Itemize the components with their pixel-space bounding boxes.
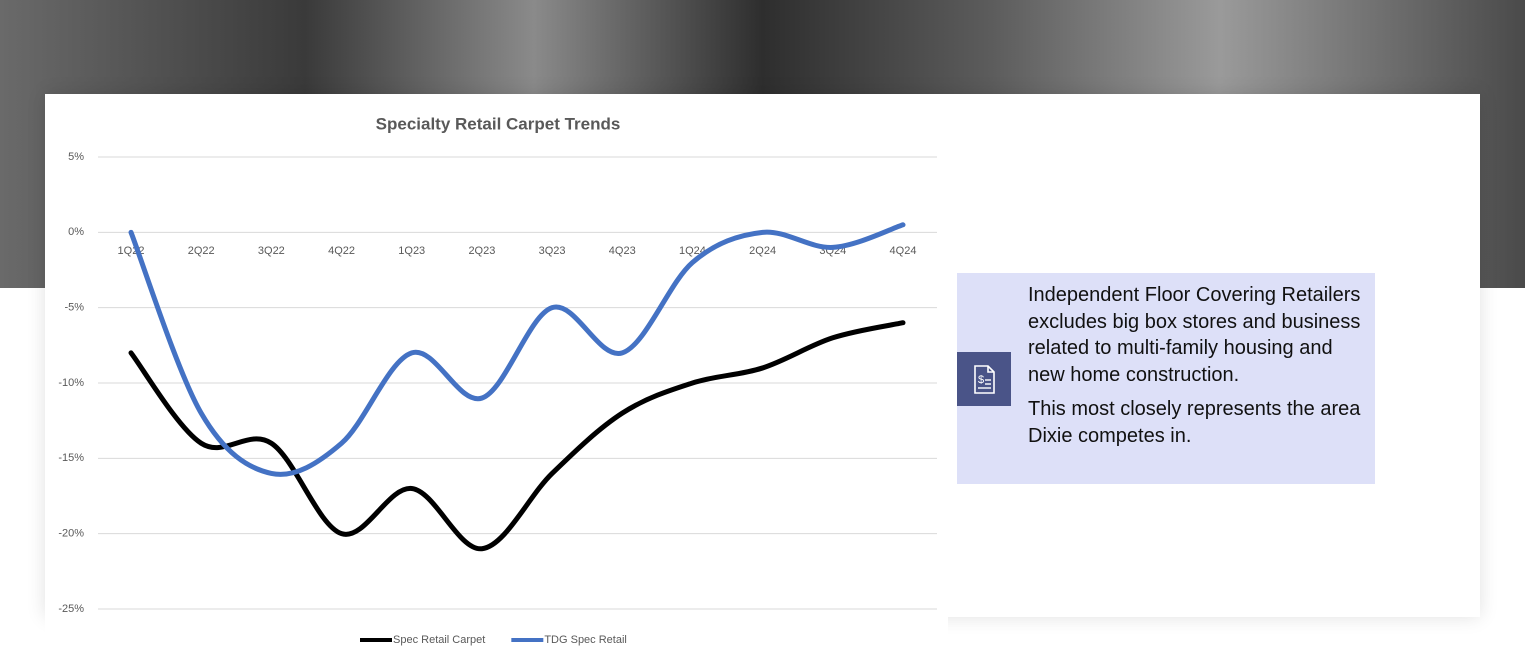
x-tick-label: 1Q22 xyxy=(118,245,145,257)
x-tick-label: 4Q24 xyxy=(890,245,917,257)
x-tick-label: 1Q23 xyxy=(398,245,425,257)
x-tick-label: 2Q23 xyxy=(468,245,495,257)
y-tick-label: -25% xyxy=(58,603,84,615)
legend-label: Spec Retail Carpet xyxy=(393,634,485,646)
x-tick-label: 4Q22 xyxy=(328,245,355,257)
series-line xyxy=(128,222,906,477)
note-box xyxy=(957,273,1375,484)
x-tick-label: 3Q23 xyxy=(539,245,566,257)
note-text: Independent Floor Covering Retailers exc… xyxy=(1028,282,1363,457)
card xyxy=(45,600,948,650)
paragraph: Independent Floor Covering Retailers exc… xyxy=(1028,284,1361,386)
svg-text:$: $ xyxy=(978,374,984,386)
x-tick-label: 3Q24 xyxy=(819,245,846,257)
x-tick-label: 3Q22 xyxy=(258,245,285,257)
x-tick-label: 4Q23 xyxy=(609,245,636,257)
chart-title: Specialty Retail Carpet Trends xyxy=(376,114,621,133)
x-tick-label: 2Q22 xyxy=(188,245,215,257)
icon: $ xyxy=(957,352,1011,406)
series-line xyxy=(128,320,906,552)
y-tick-label: -10% xyxy=(58,377,84,389)
document-icon: $ xyxy=(974,365,995,394)
paragraph: This most closely represents the area Di… xyxy=(1028,398,1361,447)
y-tick-label: 0% xyxy=(68,226,84,238)
legend-label: TDG Spec Retail xyxy=(544,634,627,646)
x-tick-label: 2Q24 xyxy=(749,245,776,257)
y-tick-label: -5% xyxy=(64,302,84,314)
y-tick-label: -15% xyxy=(58,452,84,464)
x-tick-label: 1Q24 xyxy=(679,245,706,257)
y-tick-label: -20% xyxy=(58,528,84,540)
y-tick-label: 5% xyxy=(68,151,84,163)
